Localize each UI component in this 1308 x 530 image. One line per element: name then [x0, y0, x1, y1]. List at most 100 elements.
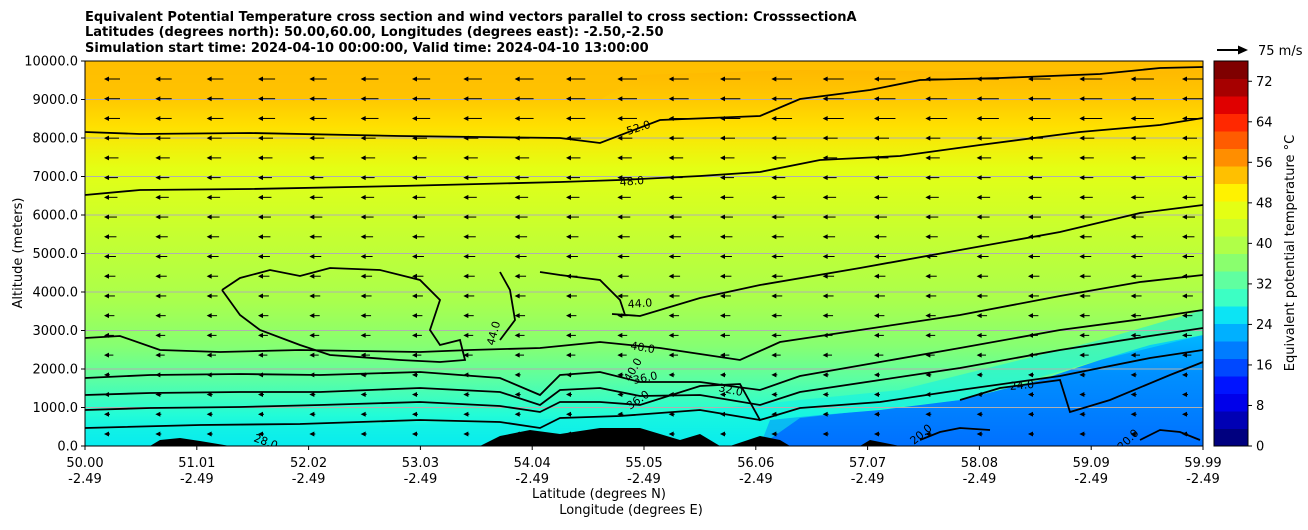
wind-vector-head: [206, 372, 212, 378]
colorbar-tick-label: 32: [1256, 277, 1273, 292]
wind-vector-head: [258, 313, 263, 319]
y-tick-label: 2000.0: [33, 363, 79, 378]
wind-vector-head: [104, 175, 109, 181]
wind-vector-head: [976, 234, 982, 240]
wind-vector-head: [1130, 431, 1136, 437]
wind-vector-head: [976, 76, 982, 82]
wind-vector-head: [822, 392, 828, 398]
wind-vector-head: [360, 135, 366, 141]
wind-reference-arrowhead: [1238, 45, 1248, 55]
wind-vector-head: [925, 155, 931, 161]
wind-vector-head: [1130, 214, 1136, 220]
wind-vector-head: [720, 76, 725, 82]
wind-vector-head: [771, 234, 777, 240]
wind-vector-head: [258, 332, 263, 338]
wind-vector-head: [412, 155, 417, 161]
wind-vector-head: [1130, 175, 1136, 181]
wind-vector-head: [360, 155, 366, 161]
wind-vector-head: [1130, 352, 1136, 358]
y-tick-label: 7000.0: [33, 170, 79, 185]
wind-vector-head: [771, 352, 777, 358]
x-axis: 50.00-2.4951.01-2.4952.02-2.4953.03-2.49…: [66, 446, 1222, 487]
wind-vector-head: [155, 372, 161, 378]
wind-vector-head: [925, 96, 931, 102]
wind-vector-head: [412, 392, 417, 398]
wind-vector-head: [1079, 115, 1085, 121]
wind-vector-head: [463, 194, 469, 200]
wind-vector-head: [771, 313, 777, 319]
x-tick-label-latitude: 52.02: [290, 456, 327, 471]
wind-vector-head: [514, 372, 520, 378]
wind-vector-head: [412, 214, 417, 220]
wind-vector-head: [412, 135, 417, 141]
contour-label: 44.0: [484, 320, 503, 347]
wind-vector-head: [874, 392, 879, 398]
wind-vector-head: [206, 155, 212, 161]
wind-vector-head: [309, 352, 315, 358]
wind-vector-head: [463, 411, 469, 417]
colorbar-segment: [1214, 411, 1248, 429]
colorbar-segment: [1214, 236, 1248, 254]
x-tick-label-longitude: -2.49: [1074, 472, 1108, 487]
x-tick-label-latitude: 55.05: [625, 456, 662, 471]
wind-vector-head: [309, 313, 315, 319]
wind-vector-head: [412, 76, 417, 82]
wind-vector-head: [617, 293, 623, 299]
wind-vector-head: [463, 332, 469, 338]
wind-vector-head: [822, 372, 828, 378]
wind-vector-head: [874, 431, 879, 437]
wind-vector-head: [1182, 234, 1187, 240]
wind-vector-head: [925, 115, 931, 121]
wind-vector-head: [1028, 332, 1033, 338]
wind-vector-head: [104, 96, 109, 102]
wind-vector-head: [874, 254, 879, 259]
wind-vector-head: [617, 332, 623, 338]
wind-vector-head: [412, 273, 417, 279]
wind-vector-head: [617, 135, 623, 141]
wind-vector-head: [925, 76, 931, 82]
wind-vector-head: [874, 372, 879, 378]
x-tick-label-longitude: -2.49: [292, 472, 326, 487]
wind-vector-head: [514, 214, 520, 220]
wind-vector-head: [155, 392, 161, 398]
wind-vector-head: [1079, 194, 1085, 200]
wind-vector-head: [104, 431, 109, 437]
wind-vector-head: [514, 175, 520, 181]
wind-vector-head: [822, 352, 828, 358]
wind-vector-head: [1130, 96, 1136, 102]
wind-vector-head: [720, 135, 725, 141]
colorbar-tick-label: 24: [1256, 318, 1273, 333]
x-tick-label-longitude: -2.49: [68, 472, 102, 487]
wind-vector-head: [360, 76, 366, 82]
wind-vector-head: [514, 392, 520, 398]
wind-vector-head: [720, 96, 725, 102]
wind-vector-head: [720, 352, 725, 358]
wind-vector-head: [874, 332, 879, 338]
wind-vector-head: [771, 332, 777, 338]
wind-vector-head: [566, 175, 571, 181]
wind-vector-head: [206, 392, 212, 398]
wind-vector-head: [1028, 273, 1033, 279]
wind-vector-head: [309, 372, 315, 378]
wind-vector-head: [925, 293, 931, 299]
wind-vector-head: [206, 411, 212, 417]
wind-vector-head: [976, 392, 982, 398]
wind-vector-head: [925, 352, 931, 358]
wind-vector-head: [155, 135, 161, 141]
wind-vector-head: [617, 254, 623, 259]
wind-vector-head: [566, 254, 571, 259]
wind-vector-head: [720, 392, 725, 398]
wind-vector-head: [1079, 155, 1085, 161]
wind-vector-head: [514, 155, 520, 161]
wind-vector-head: [822, 115, 828, 121]
wind-vector-head: [1182, 372, 1187, 378]
wind-vector-head: [771, 392, 777, 398]
colorbar-segment: [1214, 166, 1248, 184]
wind-vector-head: [668, 115, 674, 121]
wind-vector-head: [1182, 293, 1187, 299]
wind-vector-head: [1130, 254, 1136, 259]
wind-vector-head: [309, 175, 315, 181]
wind-vector-head: [1079, 254, 1085, 259]
colorbar-segment: [1214, 358, 1248, 377]
contours: [85, 66, 1203, 441]
